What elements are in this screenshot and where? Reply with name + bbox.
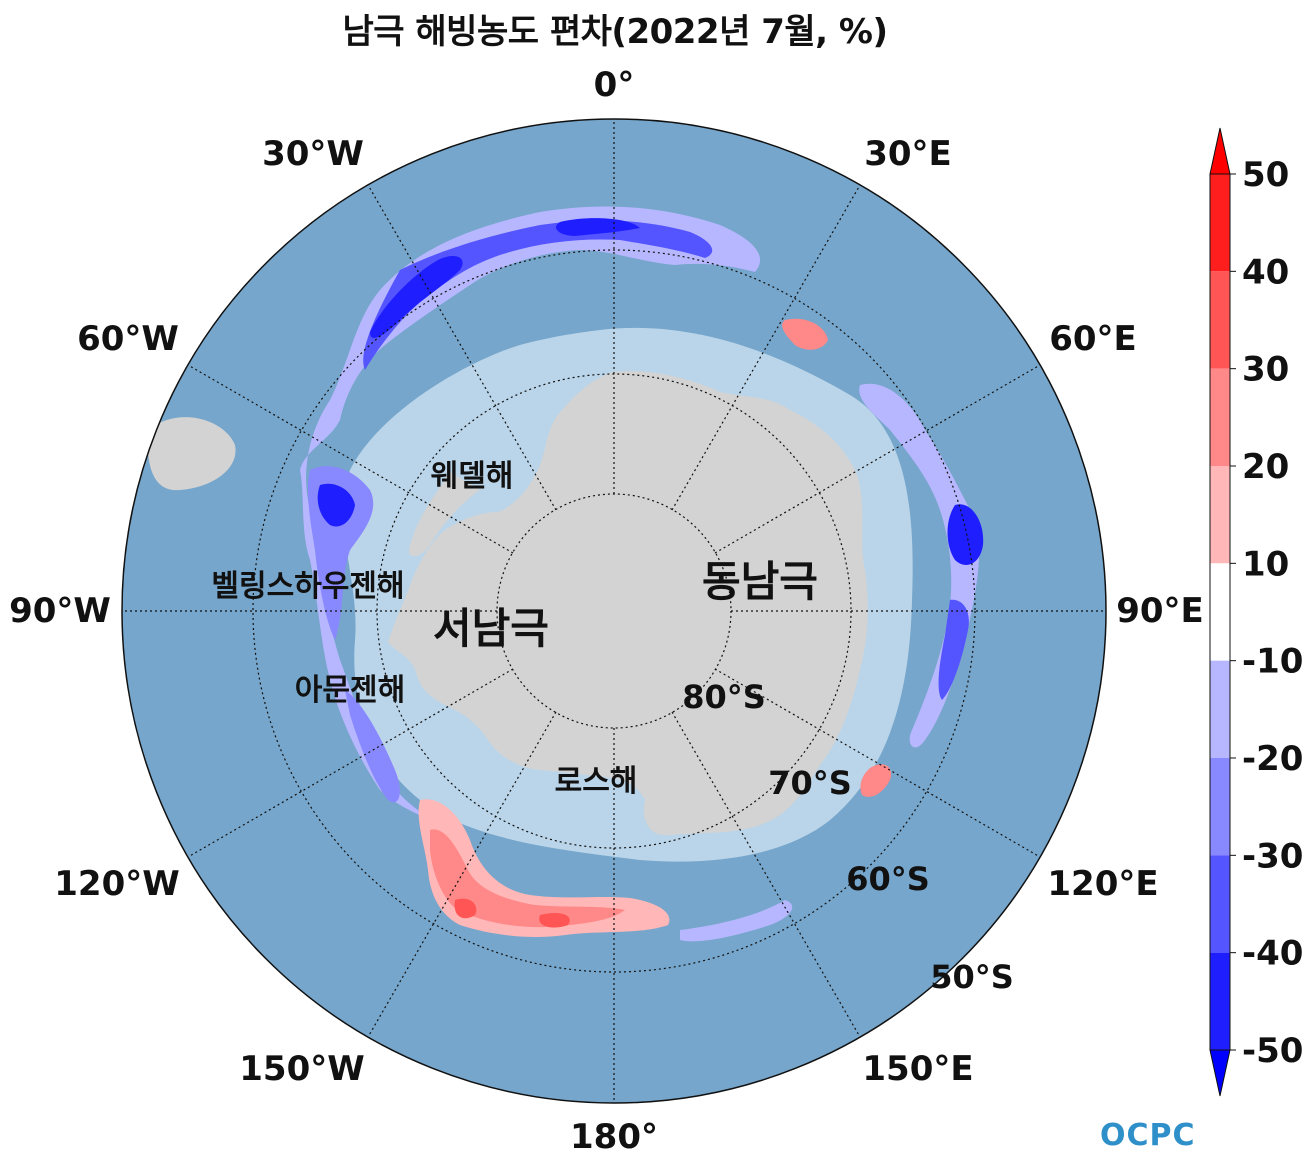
colorbar-box — [1210, 368, 1230, 466]
lon-label-0: 0° — [594, 65, 635, 105]
colorbar-box — [1210, 952, 1230, 1050]
label-west-antarctica: 서남극 — [433, 604, 549, 653]
south-america-landmass — [147, 417, 236, 491]
colorbar-tick-label: -10 — [1242, 642, 1303, 682]
colorbar-tick-label: 50 — [1242, 155, 1289, 195]
lon-label-150e: 150°E — [862, 1049, 973, 1089]
longitude-labels: 0° 30°E 60°E 90°E 120°E 150°E 180° 150°W… — [9, 65, 1204, 1157]
ocpc-logo: OCPC — [1100, 1118, 1196, 1153]
colorbar-tick-label: 30 — [1242, 350, 1289, 390]
lon-label-30e: 30°E — [864, 134, 952, 174]
region-labels: 웨델해 벨링스하우젠해 아문젠해 로스해 서남극 동남극 — [211, 459, 818, 799]
lon-label-120e: 120°E — [1047, 864, 1158, 904]
label-weddell-sea: 웨델해 — [431, 459, 514, 494]
colorbar-box — [1210, 563, 1230, 661]
colorbar-tick-label: 40 — [1242, 252, 1289, 292]
colorbar-box — [1210, 466, 1230, 564]
colorbar-tick-label: -40 — [1242, 934, 1303, 974]
map-title: 남극 해빙농도 편차(2022년 7월, %) — [342, 12, 889, 52]
label-ross-sea: 로스해 — [555, 764, 638, 799]
colorbar-box — [1210, 855, 1230, 953]
lat-label-80s: 80°S — [682, 678, 766, 716]
negative-anomaly-band — [300, 206, 984, 942]
colorbar-tick-label: -30 — [1242, 836, 1303, 876]
lon-label-90e: 90°E — [1116, 591, 1204, 631]
colorbar-tick-label: -20 — [1242, 739, 1303, 779]
latitude-labels: 80°S 70°S 60°S 50°S — [682, 678, 1014, 996]
colorbar-box — [1210, 660, 1230, 758]
antarctic-peninsula — [409, 472, 480, 557]
label-amundsen-sea: 아문젠해 — [295, 673, 405, 708]
colorbar-box — [1210, 758, 1230, 856]
label-bellingshausen-sea: 벨링스하우젠해 — [211, 569, 404, 604]
map-disk — [122, 119, 1106, 1103]
antarctica-continent — [388, 371, 868, 836]
colorbar-min-extension — [1209, 1049, 1231, 1097]
lon-label-90w: 90°W — [9, 591, 111, 631]
colorbar: 50 40 30 20 10 -10 -20 -30 -40 -50 — [1209, 127, 1303, 1097]
colorbar-tick-label: -50 — [1242, 1031, 1303, 1071]
colorbar-tick-label: 10 — [1242, 544, 1289, 584]
colorbar-tick-labels: 50 40 30 20 10 -10 -20 -30 -40 -50 — [1230, 155, 1303, 1071]
colorbar-max-extension — [1209, 127, 1231, 175]
lat-label-50s: 50°S — [930, 958, 1014, 996]
label-east-antarctica: 동남극 — [702, 557, 818, 606]
colorbar-boxes — [1209, 173, 1231, 1051]
map-boundary — [121, 118, 1107, 1104]
lat-label-60s: 60°S — [846, 860, 930, 898]
colorbar-tick-label: 20 — [1242, 447, 1289, 487]
lon-label-30w: 30°W — [262, 134, 364, 174]
lon-label-150w: 150°W — [239, 1049, 364, 1089]
lon-label-60e: 60°E — [1049, 319, 1137, 359]
lon-label-120w: 120°W — [54, 864, 179, 904]
lon-label-60w: 60°W — [77, 319, 179, 359]
colorbar-box — [1210, 271, 1230, 369]
lon-label-180: 180° — [570, 1117, 658, 1157]
lat-label-70s: 70°S — [768, 764, 852, 802]
positive-anomaly-band — [418, 318, 892, 937]
colorbar-box — [1210, 174, 1230, 272]
